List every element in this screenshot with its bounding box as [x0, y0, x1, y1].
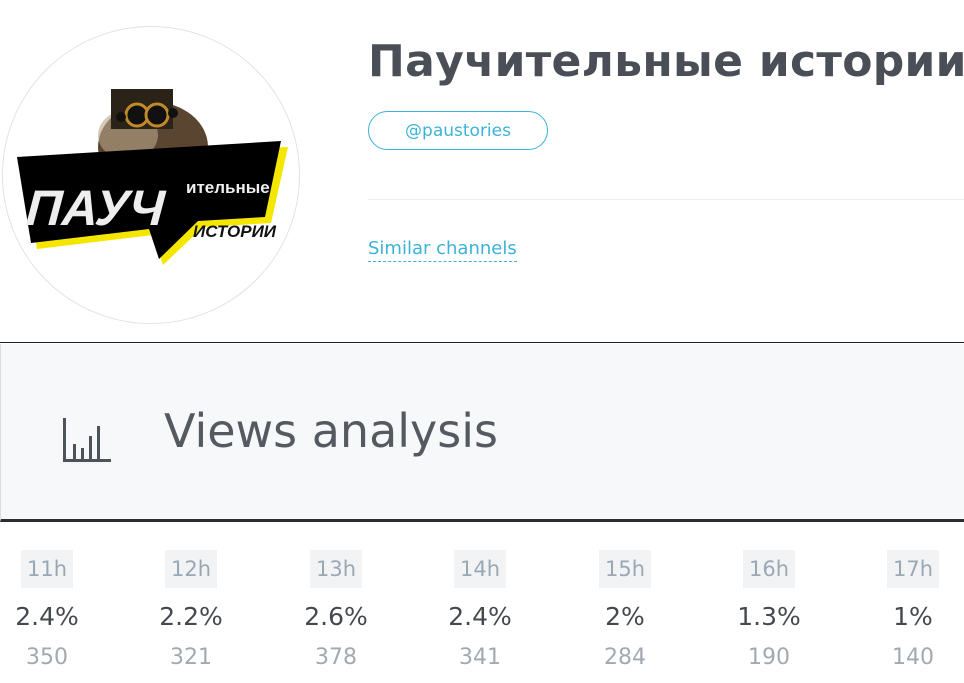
hour-label: 17h [886, 550, 940, 588]
views-analysis-header: Views analysis [0, 344, 964, 522]
divider [0, 342, 964, 343]
hour-label: 16h [742, 550, 796, 588]
similar-channels-link[interactable]: Similar channels [368, 238, 517, 262]
hour-percent: 2.6% [304, 602, 368, 631]
divider [368, 199, 964, 200]
hour-label: 13h [309, 550, 363, 588]
hour-views: 190 [748, 645, 790, 670]
hour-percent: 2.4% [15, 602, 79, 631]
channel-title: Паучительные истории [368, 36, 964, 87]
channel-avatar: ПАУЧ ительные ИСТОРИИ [2, 26, 300, 324]
hour-column: 11h 2.4% 350 [0, 550, 107, 670]
hour-views: 378 [315, 645, 357, 670]
hour-views: 350 [26, 645, 68, 670]
hour-label: 15h [598, 550, 652, 588]
hour-percent: 1% [893, 602, 933, 631]
hour-column: 14h 2.4% 341 [420, 550, 540, 670]
hour-views: 341 [459, 645, 501, 670]
hour-column: 17h 1% 140 [853, 550, 964, 670]
hour-column: 15h 2% 284 [565, 550, 685, 670]
views-analysis-title: Views analysis [164, 404, 498, 458]
hour-column: 16h 1.3% 190 [709, 550, 829, 670]
svg-text:ПАУЧ: ПАУЧ [24, 180, 168, 236]
hour-column: 13h 2.6% 378 [276, 550, 396, 670]
hour-views: 284 [604, 645, 646, 670]
hour-label: 14h [453, 550, 507, 588]
channel-handle-button[interactable]: @paustories [368, 111, 548, 150]
hour-views: 140 [892, 645, 934, 670]
hour-percent: 2.2% [159, 602, 223, 631]
hour-views: 321 [170, 645, 212, 670]
hour-percent: 1.3% [737, 602, 801, 631]
hour-percent: 2% [605, 602, 645, 631]
hour-percent: 2.4% [448, 602, 512, 631]
hour-label: 12h [164, 550, 218, 588]
channel-logo: ПАУЧ ительные ИСТОРИИ [17, 89, 288, 265]
svg-text:ИСТОРИИ: ИСТОРИИ [193, 222, 277, 241]
svg-text:ительные: ительные [186, 178, 270, 197]
hour-label: 11h [20, 550, 74, 588]
bar-chart-icon [63, 418, 111, 462]
hour-column: 12h 2.2% 321 [131, 550, 251, 670]
